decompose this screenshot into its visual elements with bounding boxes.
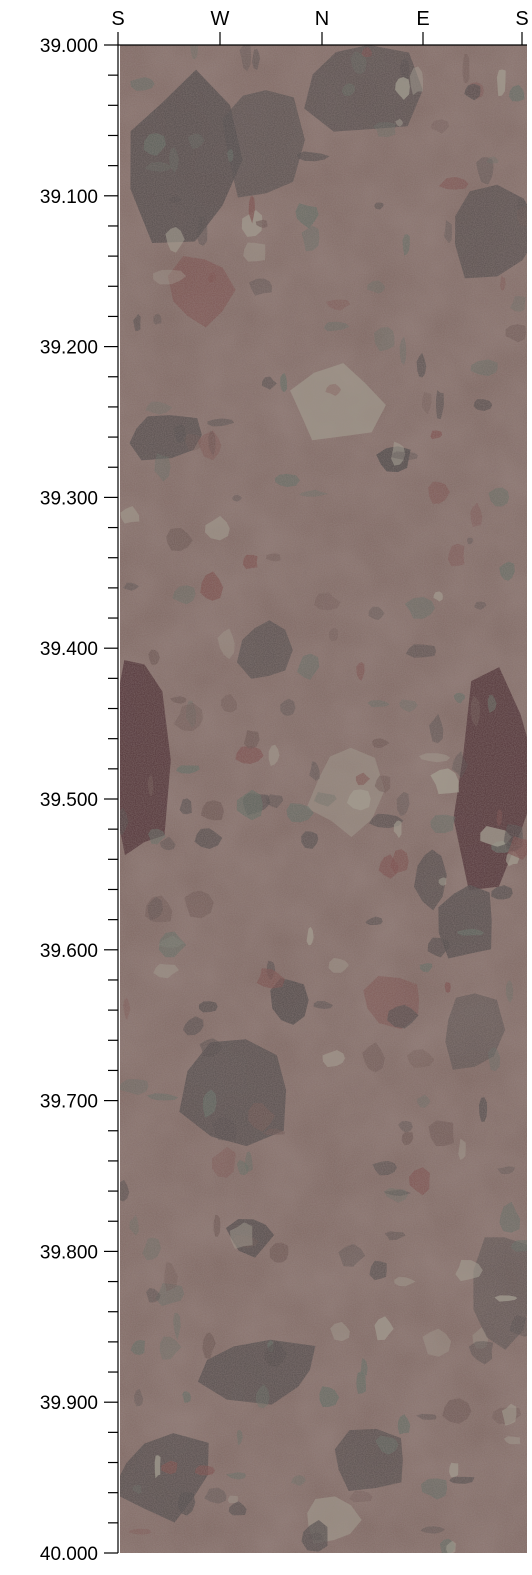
orientation-label-s-right: S: [515, 8, 528, 30]
depth-label: 40.000: [40, 1544, 98, 1565]
depth-label: 39.600: [40, 941, 98, 962]
orientation-label-w: W: [211, 8, 230, 30]
depth-label: 39.900: [40, 1393, 98, 1414]
depth-label: 39.100: [40, 187, 98, 208]
depth-ticks: [104, 44, 118, 1554]
depth-label: 39.400: [40, 639, 98, 660]
depth-label: 39.200: [40, 338, 98, 359]
depth-label: 39.000: [40, 36, 98, 57]
depth-label: 39.700: [40, 1092, 98, 1113]
depth-label: 39.300: [40, 488, 98, 509]
depth-label: 39.800: [40, 1242, 98, 1263]
orientation-labels: S W N E S: [111, 8, 529, 45]
depth-label: 39.500: [40, 790, 98, 811]
orientation-label-n: N: [315, 8, 329, 30]
orientation-label-e: E: [416, 8, 429, 30]
core-photo: [120, 45, 527, 1553]
orientation-label-s-left: S: [111, 8, 124, 30]
depth-labels: 39.000 39.100 39.200 39.300 39.400 39.500 39.6…: [40, 36, 98, 1565]
